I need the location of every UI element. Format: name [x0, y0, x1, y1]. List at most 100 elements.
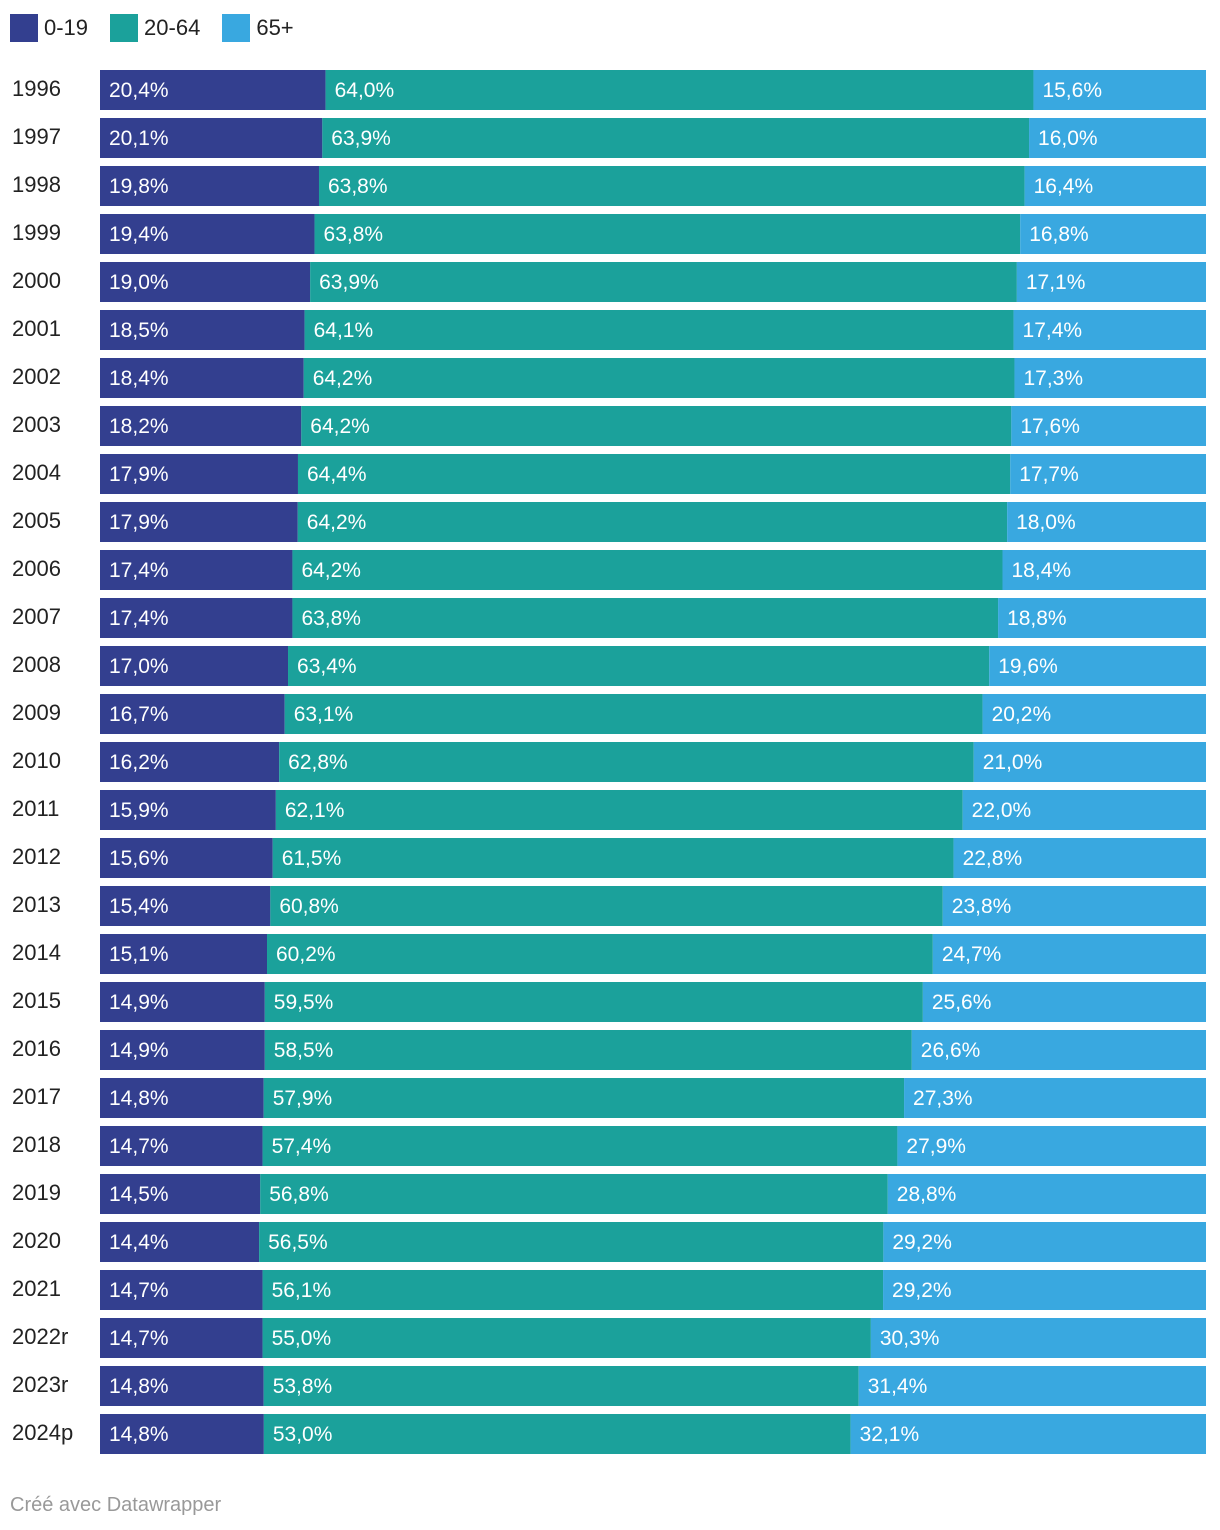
legend-swatch-65-plus: [222, 14, 251, 42]
bar-segment-65-plus-1998: [1024, 166, 1206, 206]
category-label-2012: 2012: [12, 844, 61, 869]
category-label-2002: 2002: [12, 364, 61, 389]
bar-segment-0-19-2004: [100, 454, 298, 494]
data-label-65-plus-2018: 27,9%: [906, 1135, 966, 1158]
bar-segment-65-plus-2005: [1007, 502, 1206, 542]
bar-segment-65-plus-2013: [942, 886, 1206, 926]
category-label-2007: 2007: [12, 604, 61, 629]
category-label-2011: 2011: [12, 796, 59, 821]
legend-label-20-64: 20-64: [144, 15, 201, 40]
bar-segment-20-64-1998: [318, 166, 1025, 206]
bar-segment-20-64-2007: [292, 598, 999, 638]
data-label-20-64-2002: 64,2%: [313, 367, 373, 390]
data-label-0-19-2022r: 14,7%: [109, 1327, 169, 1350]
data-label-0-19-2018: 14,7%: [109, 1135, 169, 1158]
data-label-65-plus-1998: 16,4%: [1034, 175, 1094, 198]
data-label-20-64-2024p: 53,0%: [273, 1423, 333, 1446]
bar-segment-65-plus-2002: [1014, 358, 1206, 398]
category-label-2003: 2003: [12, 412, 61, 437]
data-label-20-64-2007: 63,8%: [301, 607, 361, 630]
bar-segment-20-64-2004: [297, 454, 1011, 494]
bar-segment-20-64-2008: [288, 646, 990, 686]
bar-segment-0-19-2015: [100, 982, 265, 1022]
data-label-65-plus-2000: 17,1%: [1026, 271, 1086, 294]
category-label-2004: 2004: [12, 460, 61, 485]
data-label-65-plus-1999: 16,8%: [1029, 223, 1089, 246]
data-label-20-64-2012: 61,5%: [282, 847, 342, 870]
datawrapper-credit: Créé avec Datawrapper: [10, 1494, 222, 1516]
bar-segment-20-64-1999: [314, 214, 1021, 254]
bar-segment-65-plus-2000: [1016, 262, 1206, 302]
data-label-65-plus-2005: 18,0%: [1016, 511, 1076, 534]
bar-segment-0-19-2006: [100, 550, 293, 590]
data-label-20-64-1997: 63,9%: [331, 127, 391, 150]
category-label-2018: 2018: [12, 1132, 61, 1157]
bar-segment-65-plus-2008: [989, 646, 1206, 686]
data-label-65-plus-2011: 22,0%: [972, 799, 1032, 822]
bar-segment-65-plus-2023r: [858, 1366, 1206, 1406]
data-label-0-19-1998: 19,8%: [109, 175, 169, 198]
data-label-0-19-2014: 15,1%: [109, 943, 169, 966]
stacked-bar-chart: 1996 20,4% 64,0% 15,6% 1997 20,1% 63,9% 16,0% 19…: [12, 70, 1206, 1454]
bar-segment-20-64-2023r: [263, 1366, 859, 1406]
category-label-2023r: 2023r: [12, 1372, 68, 1397]
data-label-20-64-2001: 64,1%: [314, 319, 374, 342]
data-label-65-plus-2015: 25,6%: [932, 991, 992, 1014]
data-label-20-64-2009: 63,1%: [294, 703, 354, 726]
data-label-0-19-2015: 14,9%: [109, 991, 169, 1014]
bar-segment-65-plus-1999: [1020, 214, 1206, 254]
bar-segment-20-64-2017: [263, 1078, 905, 1118]
bar-segment-20-64-1997: [322, 118, 1030, 158]
data-label-20-64-2018: 57,4%: [272, 1135, 332, 1158]
bar-segment-65-plus-2010: [973, 742, 1206, 782]
bar-segment-65-plus-2011: [962, 790, 1206, 830]
data-label-65-plus-2004: 17,7%: [1019, 463, 1079, 486]
data-label-0-19-1996: 20,4%: [109, 79, 169, 102]
bar-segment-20-64-2021: [262, 1270, 884, 1310]
data-label-65-plus-2009: 20,2%: [992, 703, 1052, 726]
bar-segment-0-19-2012: [100, 838, 273, 878]
data-label-0-19-2013: 15,4%: [109, 895, 169, 918]
bar-segment-0-19-2016: [100, 1030, 265, 1070]
bar-segment-0-19-2018: [100, 1126, 263, 1166]
data-label-0-19-2016: 14,9%: [109, 1039, 169, 1062]
bar-segment-65-plus-2020: [883, 1222, 1206, 1262]
data-label-0-19-2004: 17,9%: [109, 463, 169, 486]
data-label-20-64-2017: 57,9%: [273, 1087, 333, 1110]
data-label-0-19-1997: 20,1%: [109, 127, 169, 150]
bar-segment-20-64-2024p: [263, 1414, 851, 1454]
category-label-2020: 2020: [12, 1228, 61, 1253]
bar-segment-20-64-2003: [301, 406, 1012, 446]
bar-segment-20-64-2005: [297, 502, 1008, 542]
legend-label-0-19: 0-19: [44, 15, 89, 40]
bar-segment-20-64-2011: [275, 790, 963, 830]
category-label-2016: 2016: [12, 1036, 61, 1061]
bar-segment-0-19-1999: [100, 214, 315, 254]
bar-segment-20-64-2014: [267, 934, 933, 974]
bar-segment-65-plus-2022r: [870, 1318, 1206, 1358]
legend-item-65-plus: 65+: [222, 14, 294, 42]
data-label-0-19-2005: 17,9%: [109, 511, 169, 534]
data-label-65-plus-2002: 17,3%: [1023, 367, 1083, 390]
bar-segment-65-plus-2001: [1013, 310, 1206, 350]
data-label-65-plus-2010: 21,0%: [983, 751, 1043, 774]
data-label-0-19-2008: 17,0%: [109, 655, 169, 678]
bar-segment-0-19-2001: [100, 310, 305, 350]
data-label-20-64-2005: 64,2%: [307, 511, 367, 534]
data-label-20-64-2020: 56,5%: [268, 1231, 328, 1254]
data-label-65-plus-2013: 23,8%: [952, 895, 1012, 918]
bar-segment-65-plus-1996: [1033, 70, 1206, 110]
category-label-1998: 1998: [12, 172, 61, 197]
bar-segment-0-19-2017: [100, 1078, 264, 1118]
bar-segment-65-plus-2019: [887, 1174, 1206, 1214]
bar-segment-0-19-2008: [100, 646, 289, 686]
bar-segment-0-19-1997: [100, 118, 323, 158]
legend-label-65-plus: 65+: [256, 15, 294, 40]
bar-segment-0-19-2020: [100, 1222, 260, 1262]
bar-segment-65-plus-2012: [953, 838, 1206, 878]
bar-segment-65-plus-2021: [883, 1270, 1206, 1310]
bar-segment-65-plus-2024p: [850, 1414, 1206, 1454]
data-label-65-plus-2021: 29,2%: [892, 1279, 952, 1302]
data-label-65-plus-1997: 16,0%: [1038, 127, 1098, 150]
data-label-65-plus-2016: 26,6%: [921, 1039, 981, 1062]
